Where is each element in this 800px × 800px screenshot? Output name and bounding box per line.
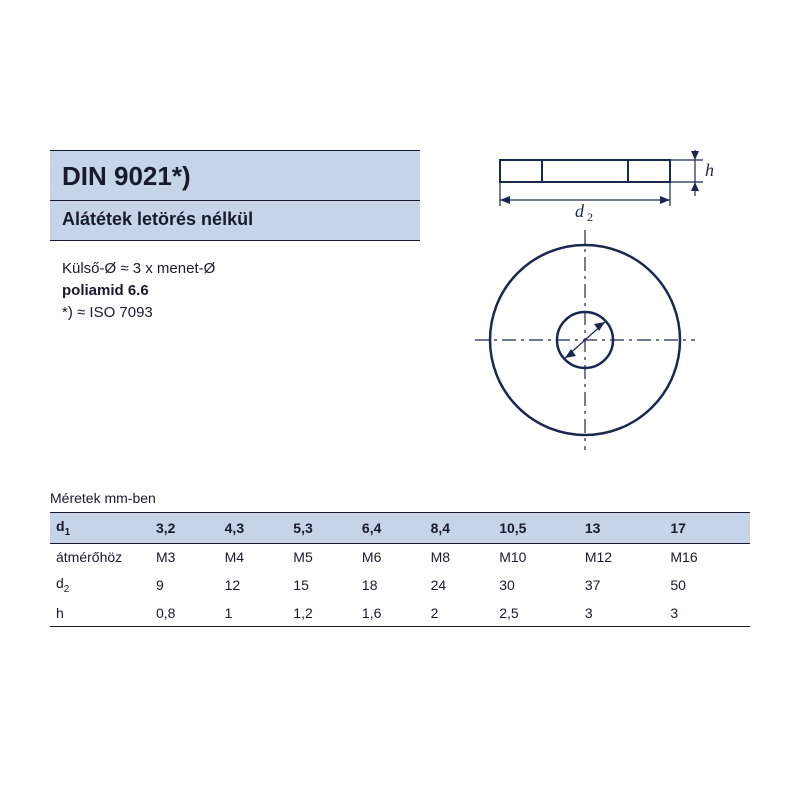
col-d1: d1: [50, 513, 150, 544]
row-label: átmérőhöz: [50, 543, 150, 570]
table-caption: Méretek mm-ben: [50, 490, 156, 506]
col-val: 4,3: [219, 513, 288, 544]
col-val: 17: [664, 513, 750, 544]
standard-subtitle: Alátétek letörés nélkül: [50, 201, 420, 240]
svg-text:2: 2: [587, 210, 593, 224]
col-val: 8,4: [425, 513, 494, 544]
row-label: d2: [50, 570, 150, 600]
dimensions-table: d1 3,2 4,3 5,3 6,4 8,4 10,5 13 17 átmérő…: [50, 512, 750, 627]
spec-line2: poliamid 6.6: [62, 280, 408, 302]
table-header-row: d1 3,2 4,3 5,3 6,4 8,4 10,5 13 17: [50, 513, 750, 544]
table-row: d2 9 12 15 18 24 30 37 50: [50, 570, 750, 600]
col-val: 3,2: [150, 513, 219, 544]
col-val: 10,5: [493, 513, 579, 544]
col-val: 13: [579, 513, 665, 544]
col-val: 6,4: [356, 513, 425, 544]
row-label: h: [50, 600, 150, 627]
col-val: 5,3: [287, 513, 356, 544]
standard-title: DIN 9021*): [50, 151, 420, 201]
table-row: átmérőhöz M3 M4 M5 M6 M8 M10 M12 M16: [50, 543, 750, 570]
spec-box: Külső-Ø ≈ 3 x menet-Ø poliamid 6.6 *) ≈ …: [50, 252, 420, 323]
washer-diagram: d 2 h: [445, 150, 745, 450]
svg-text:d: d: [575, 201, 585, 221]
header-box: DIN 9021*) Alátétek letörés nélkül: [50, 150, 420, 241]
spec-line1: Külső-Ø ≈ 3 x menet-Ø: [62, 258, 408, 280]
spec-line3: *) ≈ ISO 7093: [62, 302, 408, 324]
svg-text:h: h: [705, 160, 714, 180]
table-row: h 0,8 1 1,2 1,6 2 2,5 3 3: [50, 600, 750, 627]
